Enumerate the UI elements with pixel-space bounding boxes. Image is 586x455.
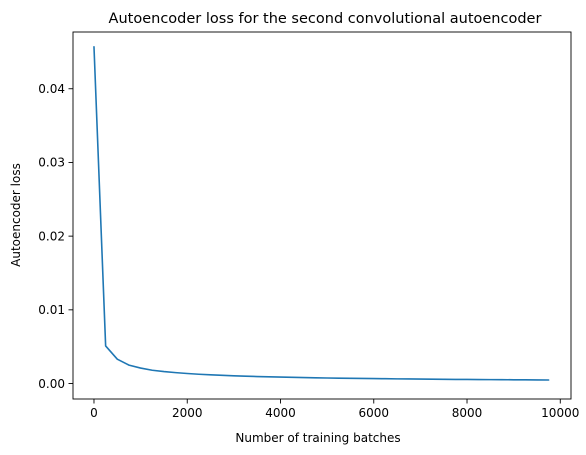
plot-area: 0 2000 4000 6000 8000 10000 0.00 0.01 0.02 0.03 0.… — [38, 31, 579, 420]
series-line-0 — [93, 45, 550, 381]
chart-title: Autoencoder loss for the second convolut… — [109, 11, 542, 27]
y-axis-title: Autoencoder loss — [9, 163, 23, 267]
x-tick-label: 6000 — [358, 406, 389, 420]
x-tick-label: 8000 — [452, 406, 483, 420]
x-axis-title: Number of training batches — [235, 431, 400, 445]
y-tick-label: 0.03 — [38, 156, 65, 170]
x-tick-label: 0 — [90, 406, 98, 420]
y-tick-label: 0.02 — [38, 229, 65, 243]
y-tick-label: 0.04 — [38, 82, 65, 96]
x-tick-label: 10000 — [541, 406, 579, 420]
x-tick-label: 2000 — [172, 406, 203, 420]
plot-frame — [72, 31, 572, 400]
y-tick-label: 0.01 — [38, 303, 65, 317]
x-tick-label: 4000 — [265, 406, 296, 420]
y-tick-label: 0.00 — [38, 377, 65, 391]
